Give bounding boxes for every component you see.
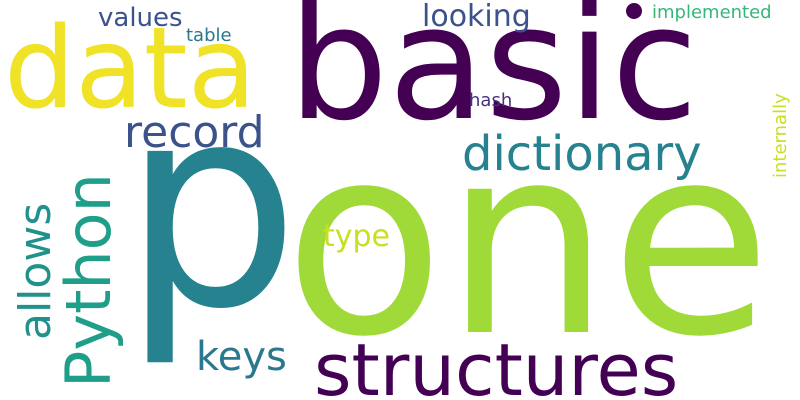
word-looking: looking [422, 0, 531, 34]
word-table: table [186, 25, 232, 46]
word-values: values [98, 3, 183, 33]
dot-mark [626, 3, 642, 19]
word-basic: basic [288, 0, 698, 156]
word-structures: structures [314, 328, 678, 400]
word-internally: internally [770, 93, 791, 178]
word-record: record [124, 107, 265, 158]
word-one: one [284, 89, 772, 394]
word-allows: allows [10, 203, 61, 340]
word-hash: hash [469, 90, 512, 111]
word-keys: keys [196, 334, 287, 380]
word-dictionary: dictionary [462, 126, 702, 182]
word-data: data [4, 4, 256, 134]
word-p: p [122, 45, 300, 371]
word-implemented: implemented [652, 2, 772, 23]
word-type: type [323, 219, 390, 254]
word-python: Python [52, 173, 125, 388]
